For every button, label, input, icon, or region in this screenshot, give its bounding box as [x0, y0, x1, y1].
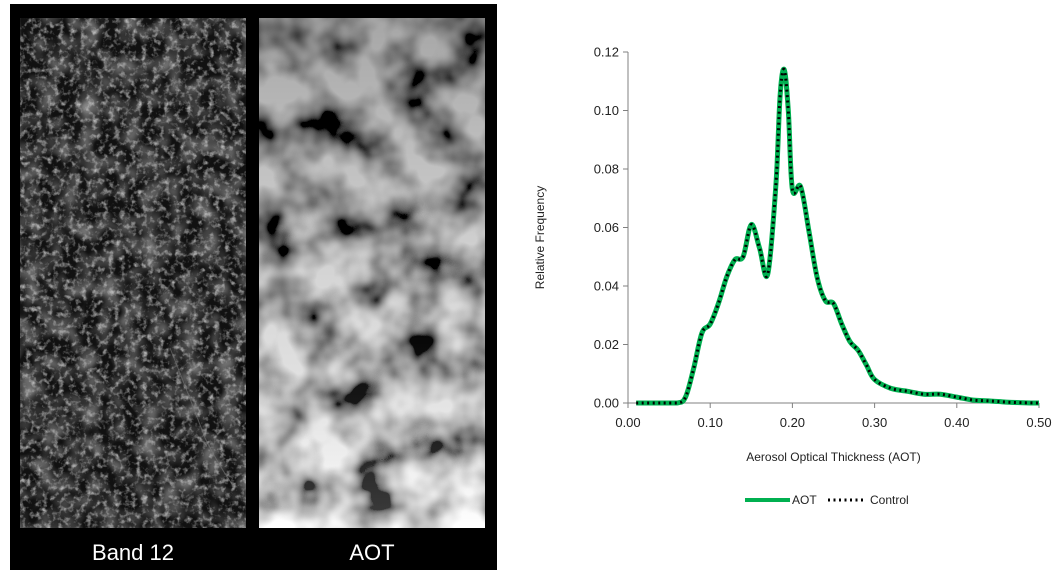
series-line-aot	[636, 66, 1040, 406]
x-tick-label: 0.10	[698, 415, 723, 430]
x-tick-label: 0.20	[780, 415, 805, 430]
y-tick-label: 0.10	[594, 103, 619, 118]
band12-caption: Band 12	[92, 540, 174, 565]
aot-image	[259, 18, 485, 528]
band12-image	[20, 18, 246, 528]
x-tick-label: 0.40	[944, 415, 969, 430]
satellite-image-panel: Band 12 AOT	[10, 4, 497, 570]
x-tick-label: 0.50	[1026, 415, 1051, 430]
y-axis-label: Relative Frequency	[533, 186, 547, 289]
x-axis-label: Aerosol Optical Thickness (AOT)	[746, 450, 921, 464]
legend-label-control: Control	[870, 493, 909, 507]
y-tick-label: 0.02	[594, 337, 619, 352]
x-tick-label: 0.30	[862, 415, 887, 430]
legend-label-aot: AOT	[792, 493, 817, 507]
y-tick-label: 0.00	[594, 396, 619, 411]
x-tick-label: 0.00	[615, 415, 640, 430]
aot-frequency-chart: 0.00 0.02 0.04 0.06 0.08 0.10 0.12 0.00 0.10 0.2…	[533, 45, 1052, 508]
y-tick-label: 0.08	[594, 162, 619, 177]
chart-legend: AOT Control	[745, 493, 909, 507]
y-tick-label: 0.04	[594, 279, 619, 294]
aot-caption: AOT	[349, 540, 395, 565]
y-tick-label: 0.06	[594, 220, 619, 235]
y-tick-label: 0.12	[594, 45, 619, 60]
